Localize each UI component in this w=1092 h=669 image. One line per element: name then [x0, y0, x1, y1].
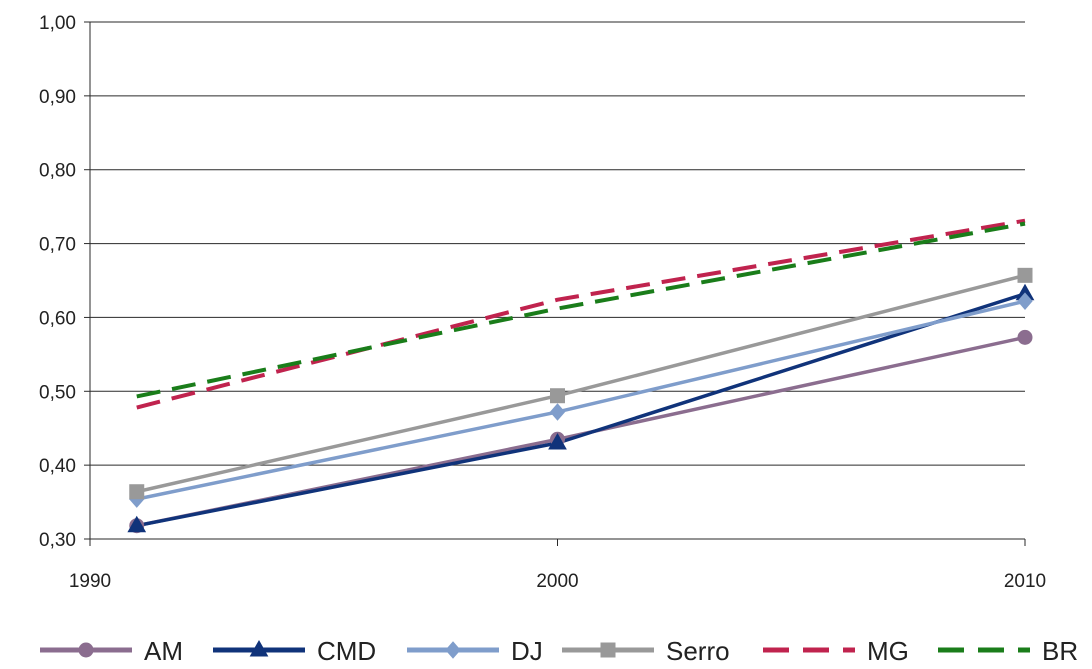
series-line-dj [136, 299, 1026, 501]
legend-label: MG [867, 636, 909, 666]
series-lines [136, 218, 1026, 528]
legend-label: Serro [666, 636, 730, 666]
legend: AM CMD DJ Serro MG BR [40, 636, 1078, 666]
legend-label: BR [1042, 636, 1078, 666]
data-point-serro [1017, 267, 1033, 283]
y-tick-label: 1,00 [39, 13, 76, 34]
legend-item-mg: MG [763, 636, 909, 666]
y-tick-label: 0,60 [39, 308, 76, 329]
series-line-am [136, 335, 1026, 528]
x-tick-label: 2000 [536, 571, 578, 592]
x-tick-label: 1990 [69, 571, 111, 592]
y-tick-label: 0,90 [39, 87, 76, 108]
data-point-am [1017, 329, 1033, 345]
data-point-cmd [548, 432, 567, 450]
data-point-serro [129, 484, 145, 500]
legend-label: CMD [317, 636, 376, 666]
x-tick-label: 2010 [1004, 571, 1046, 592]
series-line-cmd [136, 292, 1026, 528]
gridlines [90, 21, 1025, 466]
series-line-serro [136, 273, 1026, 494]
data-point-dj [1017, 292, 1033, 310]
legend-marker [249, 639, 269, 657]
y-axis-tick-labels: 0,30 0,40 0,50 0,60 0,70 0,80 0,90 1,00 [39, 13, 76, 551]
legend-item-dj: DJ [407, 636, 543, 666]
series-markers [127, 267, 1035, 534]
y-tick-label: 0,30 [39, 530, 76, 551]
data-point-serro [550, 388, 565, 404]
x-axis-tick-labels: 1990 2000 2010 [69, 571, 1046, 592]
legend-marker [78, 642, 94, 658]
y-tick-label: 0,80 [39, 161, 76, 182]
axes [84, 21, 1026, 546]
data-point-cmd [127, 515, 147, 533]
legend-label: DJ [511, 636, 543, 666]
legend-marker [445, 641, 461, 659]
legend-item-cmd: CMD [213, 636, 376, 666]
series-line-mg [136, 218, 1026, 410]
y-tick-label: 0,50 [39, 382, 76, 403]
data-point-dj [549, 403, 566, 421]
legend-item-am: AM [40, 636, 183, 666]
y-tick-label: 0,70 [39, 235, 76, 256]
y-tick-label: 0,40 [39, 456, 76, 477]
legend-item-br: BR [938, 636, 1078, 666]
legend-item-serro: Serro [562, 636, 730, 666]
legend-marker [600, 642, 616, 658]
legend-label: AM [144, 636, 183, 666]
